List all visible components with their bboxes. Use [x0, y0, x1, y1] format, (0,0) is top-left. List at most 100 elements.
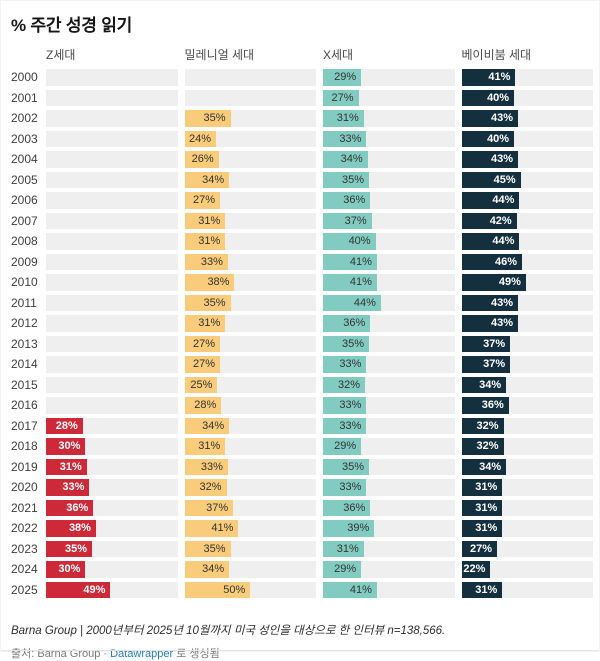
bar-track: 33%	[184, 253, 316, 270]
bar-베이비붐 세대-2018: 32%	[461, 438, 504, 455]
bar-track: 28%	[184, 397, 316, 414]
bar-track: 35%	[184, 540, 316, 557]
bar-track: 41%	[323, 581, 455, 598]
bar-X세대-2015: 32%	[323, 376, 366, 393]
year-label: 2016	[11, 398, 38, 412]
year-label: 2000	[11, 70, 38, 84]
year-label: 2024	[11, 562, 38, 576]
chart-row-2009: 2009 33% 41% 46%	[11, 253, 593, 270]
bar-track: 38%	[184, 274, 316, 291]
bar-track: 31%	[323, 540, 455, 557]
chart-row-2016: 2016 28% 33% 36%	[11, 397, 593, 414]
bar-track: 33%	[184, 458, 316, 475]
bar-track: 44%	[323, 294, 455, 311]
bar-track: 34%	[184, 561, 316, 578]
bar-track: 43%	[461, 110, 593, 127]
bar-베이비붐 세대-2023: 27%	[461, 540, 497, 557]
bar-밀레니얼 세대-2022: 41%	[184, 520, 239, 537]
bar-track: 39%	[323, 520, 455, 537]
bar-Z세대-2022: 38%	[46, 520, 96, 537]
bar-track: 30%	[46, 561, 178, 578]
bar-track: 34%	[461, 458, 593, 475]
bar-track: 41%	[323, 274, 455, 291]
bar-track: 37%	[461, 356, 593, 373]
bar-track: 34%	[184, 417, 316, 434]
bar-X세대-2023: 31%	[323, 540, 364, 557]
year-label: 2014	[11, 357, 38, 371]
year-label: 2020	[11, 480, 38, 494]
bar-track: 49%	[46, 581, 178, 598]
bar-track: 33%	[323, 130, 455, 147]
bar-밀레니얼 세대-2024: 34%	[184, 561, 230, 578]
year-label: 2003	[11, 131, 38, 146]
chart-rows: 2000 29% 41% 2001 27% 40% 2002 35% 31% 43% 2003 24%…	[11, 69, 593, 598]
bar-track	[46, 315, 178, 332]
bar-밀레니얼 세대-2002: 35%	[184, 110, 231, 127]
chart-row-2003: 2003 24% 33% 40%	[11, 130, 593, 147]
bar-track: 31%	[461, 499, 593, 516]
bar-베이비붐 세대-2016: 36%	[461, 397, 509, 414]
bar-track	[46, 376, 178, 393]
bar-track: 34%	[461, 376, 593, 393]
bar-베이비붐 세대-2001: 40%	[461, 89, 515, 106]
bar-베이비붐 세대-2003: 40%	[461, 130, 515, 147]
bar-track	[46, 110, 178, 127]
column-headers: Z세대 밀레니얼 세대 X세대 베이비붐 세대	[11, 48, 593, 62]
bar-track	[46, 294, 178, 311]
bar-X세대-2025: 41%	[323, 581, 377, 598]
bar-밀레니얼 세대-2003: 24%	[184, 130, 217, 147]
bar-track: 31%	[461, 520, 593, 537]
bar-베이비붐 세대-2006: 44%	[461, 192, 520, 209]
chart-row-2021: 2021 36% 37% 36% 31%	[11, 499, 593, 516]
bar-track: 31%	[46, 458, 178, 475]
bar-track	[46, 335, 178, 352]
bar-track	[46, 171, 178, 188]
bar-track: 43%	[461, 294, 593, 311]
bar-track: 31%	[184, 233, 316, 250]
bar-X세대-2019: 35%	[323, 458, 370, 475]
bar-베이비붐 세대-2015: 34%	[461, 376, 507, 393]
bar-track: 28%	[46, 417, 178, 434]
bar-track: 29%	[323, 69, 455, 86]
year-label: 2023	[11, 541, 38, 556]
bar-track: 29%	[323, 438, 455, 455]
chart-footer: Barna Group | 2000년부터 2025년 10월까지 미국 성인을…	[11, 622, 593, 661]
year-label: 2022	[11, 521, 38, 535]
bar-track: 44%	[461, 233, 593, 250]
bar-밀레니얼 세대-2016: 28%	[184, 397, 222, 414]
bar-track: 43%	[461, 315, 593, 332]
bar-X세대-2013: 35%	[323, 335, 370, 352]
year-label: 2017	[11, 418, 38, 433]
bar-track	[46, 274, 178, 291]
bar-track: 33%	[46, 479, 178, 496]
bar-track: 37%	[184, 499, 316, 516]
year-label: 2008	[11, 234, 38, 248]
bar-track: 33%	[323, 417, 455, 434]
bar-track: 46%	[461, 253, 593, 270]
bar-밀레니얼 세대-2005: 34%	[184, 171, 230, 188]
bar-track: 40%	[323, 233, 455, 250]
bar-베이비붐 세대-2000: 41%	[461, 69, 516, 86]
bar-track: 37%	[323, 212, 455, 229]
bar-track: 35%	[184, 110, 316, 127]
bar-track: 40%	[461, 130, 593, 147]
chart-row-2017: 2017 28% 34% 33% 32%	[11, 417, 593, 434]
bar-X세대-2018: 29%	[323, 438, 362, 455]
bar-track: 27%	[323, 89, 455, 106]
chart-row-2001: 2001 27% 40%	[11, 89, 593, 106]
bar-베이비붐 세대-2014: 37%	[461, 356, 511, 373]
header-spacer	[11, 48, 39, 62]
bar-track: 27%	[184, 192, 316, 209]
bar-track	[46, 212, 178, 229]
chart-row-2005: 2005 34% 35% 45%	[11, 171, 593, 188]
bar-track	[46, 233, 178, 250]
chart-row-2004: 2004 26% 34% 43%	[11, 151, 593, 168]
chart-row-2002: 2002 35% 31% 43%	[11, 110, 593, 127]
bar-track: 27%	[184, 356, 316, 373]
bar-track	[46, 69, 178, 86]
bar-밀레니얼 세대-2009: 33%	[184, 253, 228, 270]
bar-X세대-2017: 33%	[323, 417, 367, 434]
chart-row-2013: 2013 27% 35% 37%	[11, 335, 593, 352]
bar-베이비붐 세대-2004: 43%	[461, 151, 519, 168]
bar-Z세대-2018: 30%	[46, 438, 86, 455]
